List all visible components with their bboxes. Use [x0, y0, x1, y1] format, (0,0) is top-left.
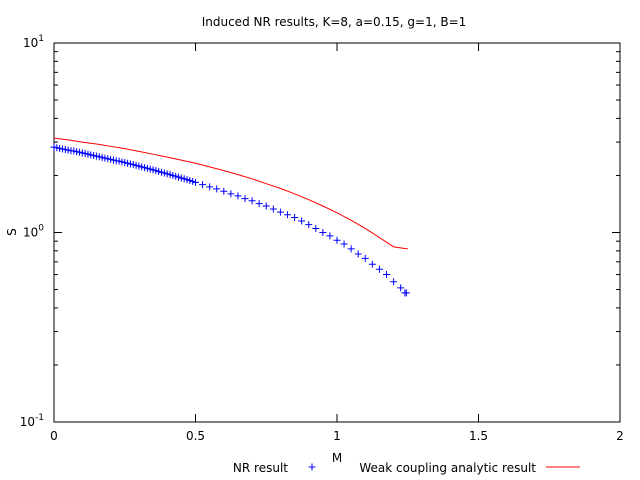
- data-point: [305, 221, 313, 229]
- legend-swatch-nr-result: [308, 463, 316, 471]
- data-point: [199, 181, 207, 189]
- data-point: [340, 240, 348, 248]
- data-point: [361, 254, 369, 262]
- data-point: [402, 289, 410, 297]
- data-point: [312, 224, 320, 232]
- legend-label-weak-coupling: Weak coupling analytic result: [359, 461, 536, 475]
- series-line-weak-coupling: [53, 137, 408, 250]
- data-point: [354, 250, 362, 258]
- data-point: [368, 260, 376, 268]
- data-point: [255, 200, 263, 208]
- data-point: [262, 202, 270, 210]
- data-point: [234, 192, 242, 200]
- data-point: [298, 217, 306, 225]
- data-point: [283, 211, 291, 219]
- legend-label-nr-result: NR result: [233, 461, 288, 475]
- legend: NR result Weak coupling analytic result: [233, 461, 580, 475]
- x-tick-label: 1: [333, 429, 341, 443]
- data-point: [291, 214, 299, 221]
- chart-title: Induced NR results, K=8, a=0.15, g=1, B=…: [202, 15, 467, 29]
- y-axis: 10-1 100 101: [20, 34, 620, 429]
- data-point: [347, 245, 355, 253]
- data-point: [206, 183, 214, 191]
- data-point: [375, 265, 383, 273]
- data-point: [227, 190, 235, 198]
- data-point: [248, 197, 256, 205]
- y-axis-label: S: [5, 228, 19, 236]
- data-point: [276, 208, 284, 216]
- data-point: [333, 236, 341, 244]
- x-tick-label: 2: [616, 429, 624, 443]
- x-tick-label: 0.5: [186, 429, 205, 443]
- data-point: [220, 187, 228, 195]
- data-point: [319, 229, 327, 236]
- y-tick-label: 101: [23, 34, 44, 50]
- data-point: [397, 284, 405, 292]
- data-point: [213, 185, 221, 193]
- data-point: [241, 195, 249, 203]
- series-layer: [50, 137, 410, 297]
- legend-plus-marker: [308, 463, 316, 471]
- data-point: [383, 271, 391, 279]
- data-point: [326, 232, 334, 240]
- x-tick-label: 1.5: [469, 429, 488, 443]
- y-tick-label: 10-1: [20, 413, 44, 429]
- data-point: [390, 278, 398, 286]
- y-tick-label: 100: [23, 224, 44, 240]
- data-point: [192, 178, 199, 186]
- x-axis-label: M: [332, 451, 342, 465]
- x-axis: 0 0.5 1 1.5 2: [50, 43, 624, 443]
- series-nr-result: [50, 143, 410, 297]
- data-point: [269, 205, 277, 213]
- x-tick-label: 0: [50, 429, 58, 443]
